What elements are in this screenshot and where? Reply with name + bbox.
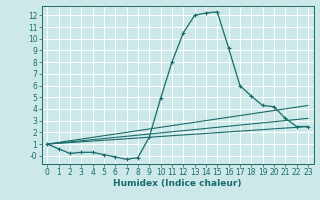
X-axis label: Humidex (Indice chaleur): Humidex (Indice chaleur) [113, 179, 242, 188]
